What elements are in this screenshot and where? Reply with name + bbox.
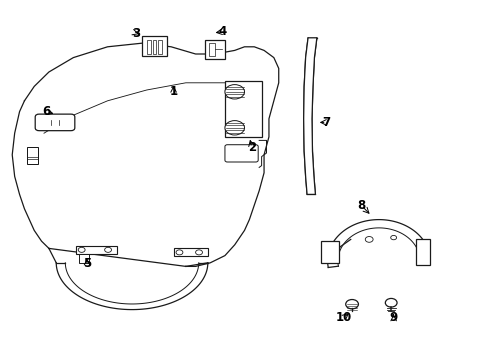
FancyBboxPatch shape [35, 114, 75, 131]
Text: 7: 7 [322, 116, 330, 129]
Bar [76, 246, 117, 254]
Circle shape [345, 300, 358, 309]
Text: 9: 9 [389, 311, 397, 324]
Bar [205, 40, 224, 59]
Text: 1: 1 [169, 85, 177, 98]
Circle shape [224, 121, 244, 135]
Bar [224, 81, 261, 137]
Circle shape [176, 250, 183, 255]
Polygon shape [303, 38, 316, 194]
Circle shape [78, 247, 85, 252]
Bar [27, 147, 38, 164]
Text: 5: 5 [83, 257, 91, 270]
Text: 6: 6 [42, 105, 50, 118]
Text: 4: 4 [218, 25, 226, 38]
Circle shape [104, 247, 111, 252]
Bar [415, 239, 429, 265]
Bar [209, 43, 215, 56]
Circle shape [224, 85, 244, 99]
Circle shape [385, 298, 396, 307]
Text: 3: 3 [132, 27, 140, 40]
FancyBboxPatch shape [224, 145, 258, 162]
Text: 10: 10 [335, 311, 351, 324]
Circle shape [365, 237, 372, 242]
Bar [79, 254, 88, 263]
Bar [142, 36, 167, 56]
Bar [321, 241, 338, 263]
Bar [152, 40, 156, 54]
Bar [158, 40, 162, 54]
Circle shape [390, 235, 396, 240]
Bar [146, 40, 150, 54]
Text: 8: 8 [357, 199, 365, 212]
Circle shape [195, 250, 202, 255]
Text: 2: 2 [247, 141, 255, 154]
Bar [173, 248, 207, 256]
